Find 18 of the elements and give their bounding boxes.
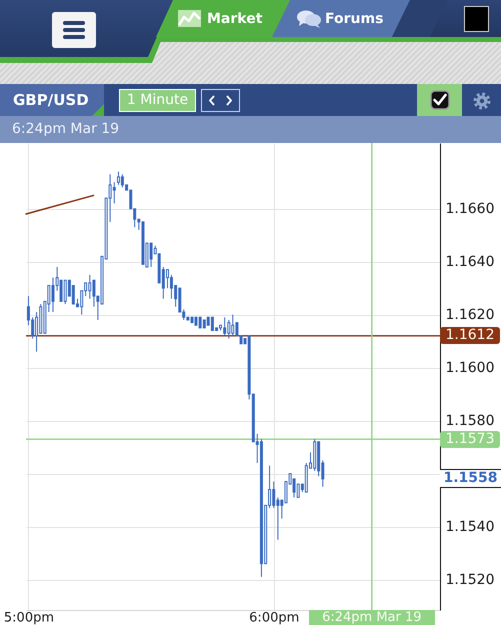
text: 1.1558: [440, 469, 501, 488]
ref-line-label: 1.1573: [440, 430, 500, 448]
y-tick-label: 1.1660: [446, 201, 494, 218]
text: 6:24pm Mar 19: [12, 120, 120, 138]
y-tick-label: 1.1620: [446, 307, 494, 324]
y-tick-label: 1.1580: [446, 413, 494, 430]
ref-line-label: 1.1612: [440, 327, 500, 344]
chart-title: GBP/USD: [13, 91, 89, 109]
y-tick-label: 1.1640: [446, 254, 494, 270]
y-tick-label: 1.1520: [446, 572, 494, 588]
annotation: 6:24pm Mar 19: [308, 610, 435, 625]
x-tick-label: 6:00pm: [249, 610, 300, 625]
y-tick-label: 1.1600: [446, 360, 494, 376]
chart-subtitle: 1 Minute: [119, 89, 196, 112]
text: Market: [207, 10, 262, 28]
x-tick-label: 5:00pm: [4, 610, 54, 625]
y-tick-label: 1.1540: [446, 519, 494, 536]
text: Forums: [325, 10, 384, 28]
